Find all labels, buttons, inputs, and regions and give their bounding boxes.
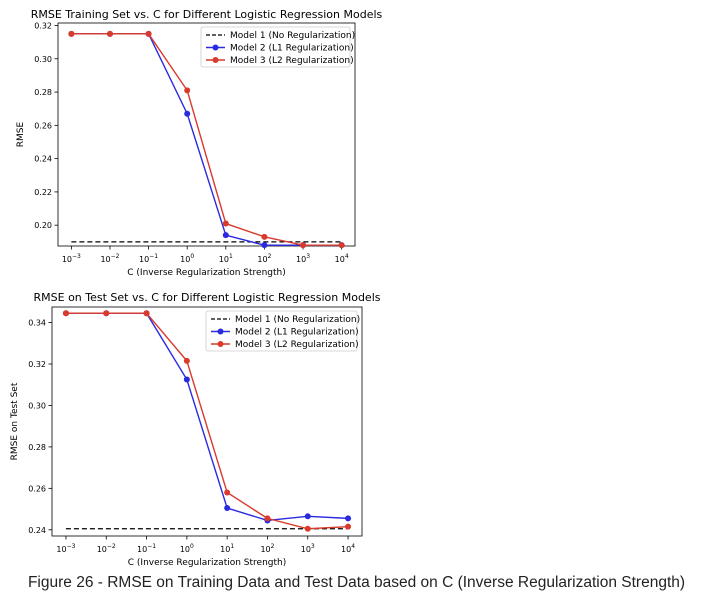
model-2-point [184,110,191,117]
y-axis-label: RMSE on Test Set [10,382,20,460]
model-3-point [261,233,268,240]
x-tick-label: 102 [260,543,274,554]
model-3-point [304,525,311,532]
chart-title: RMSE Training Set vs. C for Different Lo… [31,8,383,21]
model-3-line [71,33,342,246]
legend-swatch-marker [212,57,219,63]
model-3-point [224,489,231,496]
legend-label: Model 1 (No Regularization) [230,31,355,41]
legend-box [200,26,351,68]
plot-frame [51,306,363,537]
chart-title: RMSE on Test Set vs. C for Different Log… [34,291,381,304]
x-tick-label: 101 [219,253,233,264]
model-3-point [145,30,152,37]
model-3-point [143,310,150,317]
chart-1: RMSE Training Set vs. C for Different Lo… [16,8,383,278]
y-tick-label: 0.20 [34,221,52,230]
y-axis-label: RMSE [16,121,26,147]
model-3-point [345,523,352,530]
model-2-point [222,232,229,239]
x-tick-label: 10−1 [137,543,156,554]
legend-swatch-marker [217,341,224,347]
chart-2: RMSE on Test Set vs. C for Different Log… [10,291,381,568]
model-3-point [264,515,271,522]
legend-label: Model 1 (No Regularization) [235,315,360,325]
x-tick-label: 100 [180,253,194,264]
x-axis-label: C (Inverse Regularization Strength) [127,268,285,278]
plot-frame [57,22,356,247]
y-tick-label: 0.24 [28,526,46,535]
x-tick-label: 103 [301,543,315,554]
x-tick-label: 10−3 [62,253,81,264]
x-tick-label: 10−2 [100,253,119,264]
model-3-point [183,357,190,364]
model-3-point [68,30,75,37]
model-2-point [261,242,268,249]
model-3-point [62,310,69,317]
model-3-point [222,220,229,227]
x-tick-label: 104 [341,543,355,554]
x-tick-label: 10−1 [139,253,158,264]
model-3-point [300,242,307,249]
y-tick-label: 0.32 [28,360,46,369]
y-tick-label: 0.22 [34,188,52,197]
model-3-point [338,242,345,249]
model-2-point [224,505,231,512]
y-tick-label: 0.26 [28,484,46,493]
y-tick-label: 0.34 [28,319,46,328]
model-3-point [106,30,113,37]
legend-label: Model 2 (L1 Regularization) [230,44,354,54]
legend-label: Model 3 (L2 Regularization) [235,340,359,350]
y-tick-label: 0.30 [34,55,52,64]
y-tick-label: 0.26 [34,121,52,130]
y-tick-label: 0.24 [34,155,52,164]
model-2-point [304,513,311,520]
y-tick-label: 0.28 [28,443,46,452]
legend-box [205,310,358,352]
y-tick-label: 0.30 [28,401,46,410]
figure-caption: Figure 26 - RMSE on Training Data and Te… [27,574,686,591]
model-3-point [184,87,191,94]
x-tick-label: 103 [296,253,310,264]
legend-swatch-marker [217,328,224,335]
model-2-point [345,515,352,522]
x-tick-label: 101 [220,543,234,554]
legend-label: Model 2 (L1 Regularization) [235,328,359,338]
x-axis-label: C (Inverse Regularization Strength) [128,558,286,568]
legend-swatch-marker [212,44,219,51]
y-tick-label: 0.32 [34,21,52,30]
model-3-line [65,312,349,530]
x-tick-label: 102 [257,253,271,264]
x-tick-label: 104 [335,253,349,264]
x-tick-label: 10−2 [97,543,116,554]
model-3-point [103,310,110,317]
y-tick-label: 0.28 [34,88,52,97]
model-2-point [183,376,190,383]
x-tick-label: 100 [180,543,194,554]
x-tick-label: 10−3 [56,543,75,554]
legend-label: Model 3 (L2 Regularization) [230,56,354,66]
